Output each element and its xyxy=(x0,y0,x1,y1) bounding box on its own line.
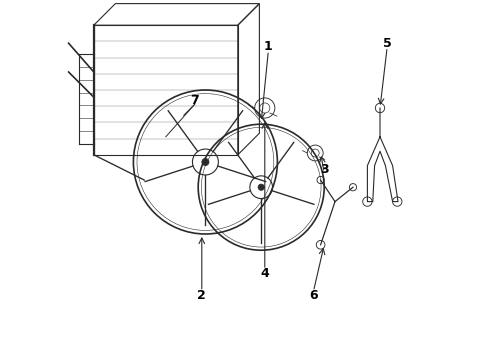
Circle shape xyxy=(202,158,209,166)
Circle shape xyxy=(258,184,264,190)
Text: 5: 5 xyxy=(383,37,392,50)
Text: 1: 1 xyxy=(264,40,273,53)
Text: 4: 4 xyxy=(260,267,269,280)
Text: 3: 3 xyxy=(320,163,328,176)
Text: 7: 7 xyxy=(190,94,199,107)
Text: 2: 2 xyxy=(197,289,206,302)
Text: 6: 6 xyxy=(309,289,318,302)
